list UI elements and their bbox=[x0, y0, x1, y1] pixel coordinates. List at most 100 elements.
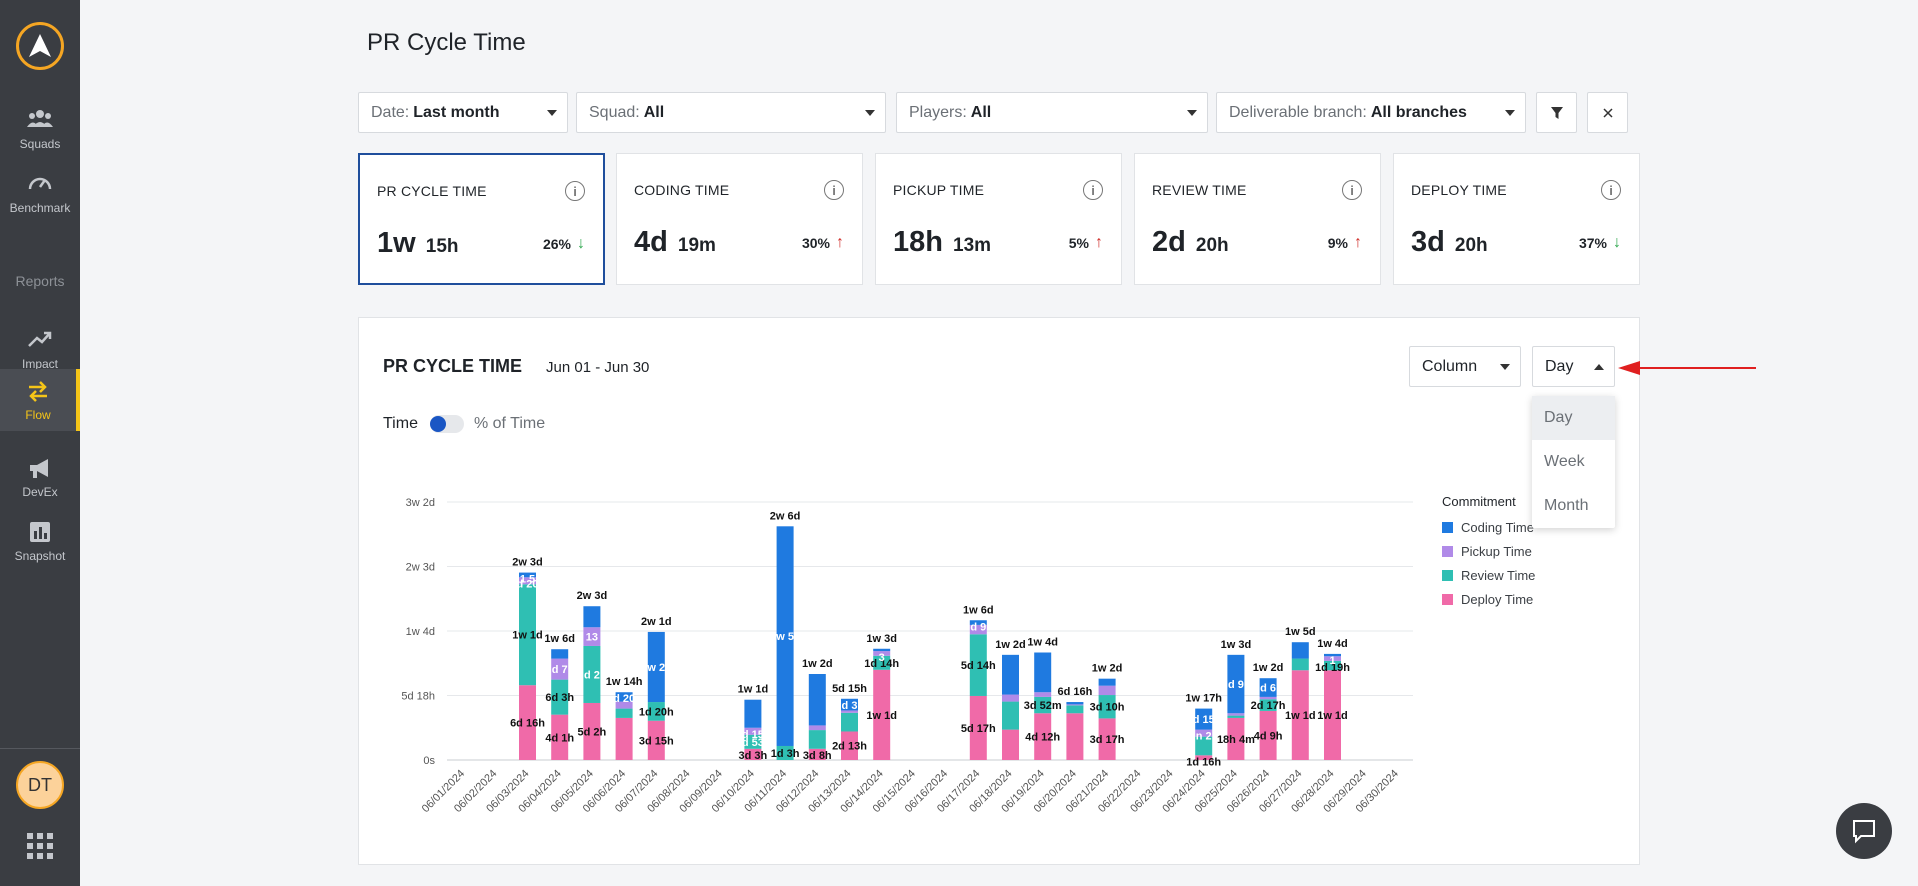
period-option-week[interactable]: Week bbox=[1544, 453, 1585, 470]
metric-value: 2d 20h bbox=[1152, 226, 1229, 259]
sidebar-item-impact[interactable]: Impact bbox=[0, 318, 80, 380]
total-label: 1w 1d bbox=[738, 684, 769, 696]
data-label: 3d 15h bbox=[639, 735, 674, 747]
bar-segment bbox=[1034, 696, 1052, 714]
metric-card-pr-cycle-time[interactable]: PR CYCLE TIME i 1w 15h 26% ↓ bbox=[358, 153, 605, 285]
squad-filter[interactable]: Squad: All bbox=[576, 92, 886, 133]
period-option-month[interactable]: Month bbox=[1544, 497, 1589, 514]
legend-swatch bbox=[1442, 569, 1453, 581]
toggle-label-percent: % of Time bbox=[473, 415, 546, 432]
metric-card-review-time[interactable]: REVIEW TIME i 2d 20h 9% ↑ bbox=[1134, 153, 1381, 285]
caret-down-icon bbox=[865, 110, 875, 116]
chart-title: PR CYCLE TIME bbox=[383, 356, 523, 376]
data-label: 3d 17h bbox=[1090, 734, 1125, 746]
data-label: d 53 bbox=[742, 737, 764, 749]
bar-segment bbox=[583, 645, 601, 703]
metric-change: 5% ↑ bbox=[1069, 234, 1103, 252]
bar-segment bbox=[519, 577, 536, 585]
legend-label: Deploy Time bbox=[1461, 591, 1534, 607]
total-label: 2w 6d bbox=[770, 510, 801, 522]
bar-segment bbox=[1098, 685, 1116, 696]
data-label: 18h 4m bbox=[1217, 734, 1255, 746]
avatar[interactable]: DT bbox=[16, 761, 64, 809]
chat-button[interactable] bbox=[1836, 803, 1892, 859]
caret-down-icon bbox=[1505, 110, 1515, 116]
app-logo[interactable] bbox=[16, 22, 64, 70]
data-label: 1d 20h bbox=[639, 706, 674, 718]
bar-segment bbox=[1098, 678, 1116, 686]
data-label: 1d 19h bbox=[1315, 662, 1350, 674]
toggle-knob bbox=[429, 416, 446, 432]
bar-segment bbox=[744, 727, 762, 735]
data-label: 5d 14h bbox=[961, 660, 996, 672]
bar-segment bbox=[776, 526, 794, 746]
bar-segment bbox=[1098, 695, 1116, 719]
bar-segment bbox=[519, 572, 536, 578]
y-tick-label: 0s bbox=[423, 755, 435, 767]
sidebar-item-flow[interactable]: Flow bbox=[0, 369, 80, 431]
info-icon[interactable]: i bbox=[1083, 180, 1103, 200]
bar-segment bbox=[1227, 715, 1245, 718]
info-icon[interactable]: i bbox=[824, 180, 844, 200]
filter-button[interactable] bbox=[1536, 92, 1577, 133]
sidebar-item-squads[interactable]: Squads bbox=[0, 98, 80, 160]
caret-down-icon bbox=[547, 110, 557, 116]
data-label: 3d 8h bbox=[803, 750, 832, 762]
metric-label: PICKUP TIME bbox=[893, 182, 985, 198]
legend-item-deploy[interactable]: Deploy Time bbox=[1442, 587, 1535, 611]
data-label: 1 bbox=[1329, 655, 1335, 667]
metric-value-major: 3d bbox=[1411, 226, 1445, 258]
metric-value-major: 4d bbox=[634, 226, 668, 258]
total-label: 2w 3d bbox=[577, 590, 608, 602]
data-label: d 7 bbox=[552, 664, 568, 676]
data-label: d 20 bbox=[613, 693, 635, 705]
bar-segment bbox=[1002, 729, 1019, 760]
legend-item-pickup[interactable]: Pickup Time bbox=[1442, 539, 1535, 563]
legend-item-coding[interactable]: Coding Time bbox=[1442, 515, 1535, 539]
time-percent-toggle[interactable] bbox=[429, 415, 464, 433]
sidebar-item-label: DevEx bbox=[22, 485, 58, 499]
chart-type-select[interactable]: Column bbox=[1409, 346, 1521, 387]
bar-segment bbox=[808, 748, 826, 760]
sidebar-item-benchmark[interactable]: Benchmark bbox=[0, 162, 80, 224]
sidebar-item-label: Flow bbox=[25, 408, 51, 422]
arrow-up-icon: ↑ bbox=[836, 234, 844, 251]
filter-value: All bbox=[970, 103, 992, 121]
metric-value: 4d 19m bbox=[634, 226, 716, 259]
period-select[interactable]: Day bbox=[1532, 346, 1615, 387]
data-label: d 2 bbox=[584, 669, 600, 681]
funnel-icon bbox=[1550, 106, 1563, 119]
caret-down-icon bbox=[1500, 364, 1510, 370]
branch-filter[interactable]: Deliverable branch: All branches bbox=[1216, 92, 1526, 133]
metric-card-deploy-time[interactable]: DEPLOY TIME i 3d 20h 37% ↓ bbox=[1393, 153, 1640, 285]
bar-segment bbox=[1324, 653, 1341, 657]
clear-filters-button[interactable] bbox=[1587, 92, 1628, 133]
chart-legend: Commitment Coding Time Pickup Time Revie… bbox=[1442, 494, 1535, 611]
date-filter[interactable]: Date: Last month bbox=[358, 92, 568, 133]
bar-segment bbox=[1227, 717, 1245, 760]
players-filter[interactable]: Players: All bbox=[896, 92, 1208, 133]
sidebar-item-devex[interactable]: DevEx bbox=[0, 446, 80, 508]
bar-segment bbox=[1066, 705, 1084, 714]
bar-segment bbox=[551, 714, 569, 760]
apps-grid-icon[interactable] bbox=[26, 832, 54, 860]
bar-segment bbox=[551, 658, 569, 680]
sidebar-item-label: Snapshot bbox=[14, 549, 66, 563]
info-icon[interactable]: i bbox=[565, 181, 585, 201]
period-option-day[interactable]: Day bbox=[1532, 396, 1615, 440]
data-label: 1w 1d bbox=[1285, 710, 1316, 722]
metric-change-pct: 30% bbox=[801, 235, 830, 251]
bar-segment bbox=[1066, 704, 1084, 706]
legend-label: Coding Time bbox=[1461, 519, 1534, 535]
legend-item-review[interactable]: Review Time bbox=[1442, 563, 1535, 587]
legend-title: Commitment bbox=[1442, 494, 1516, 509]
metric-card-pickup-time[interactable]: PICKUP TIME i 18h 13m 5% ↑ bbox=[875, 153, 1122, 285]
info-icon[interactable]: i bbox=[1342, 180, 1362, 200]
sidebar-item-snapshot[interactable]: Snapshot bbox=[0, 510, 80, 572]
bar-segment bbox=[1034, 652, 1052, 693]
bar-segment bbox=[873, 669, 891, 760]
info-icon[interactable]: i bbox=[1601, 180, 1621, 200]
data-label: 1w 1d bbox=[512, 630, 543, 642]
metric-card-coding-time[interactable]: CODING TIME i 4d 19m 30% ↑ bbox=[616, 153, 863, 285]
